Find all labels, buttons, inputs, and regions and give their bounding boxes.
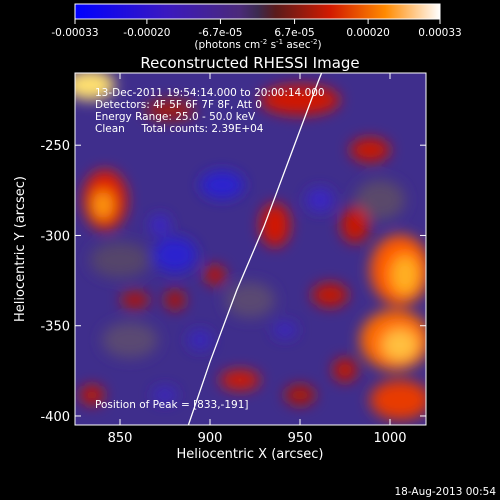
x-tick-label: 900 — [198, 431, 223, 446]
plot-timestamp: 18-Aug-2013 00:54 — [394, 486, 496, 498]
y-tick-label: -300 — [40, 229, 70, 244]
colorbar: -0.00033 -0.00020 -6.7e-05 6.7e-05 0.00020 0.… — [51, 3, 462, 51]
colorbar-gradient — [74, 3, 441, 20]
y-axis: -400 -350 -300 -250 — [40, 139, 426, 425]
observation-annotations: 13-Dec-2011 19:54:14.000 to 20:00:14.000… — [95, 87, 325, 135]
x-axis-label: Heliocentric X (arcsec) — [177, 447, 324, 462]
colorbar-tick-label: 6.7e-05 — [274, 27, 314, 39]
solar-limb-arc — [187, 73, 323, 425]
x-axis: 850 900 950 1000 — [108, 73, 407, 446]
annotation-line: Energy Range: 25.0 - 50.0 keV — [95, 111, 256, 123]
colorbar-units: (photons cm-2 s-1 asec-2) — [194, 38, 321, 51]
y-axis-label: Heliocentric Y (arcsec) — [13, 176, 28, 322]
annotation-line: Clean Total counts: 2.39E+04 — [95, 123, 264, 135]
colorbar-tick-label: -6.7e-05 — [198, 27, 242, 39]
colorbar-tick-label: 0.00033 — [418, 27, 461, 39]
y-tick-label: -350 — [40, 320, 70, 335]
x-tick-label: 850 — [108, 431, 133, 446]
colorbar-tick-label: -0.00020 — [123, 27, 170, 39]
colorbar-tick-label: -0.00033 — [51, 27, 98, 39]
annotation-line: 13-Dec-2011 19:54:14.000 to 20:00:14.000 — [95, 87, 325, 99]
chart-title: Reconstructed RHESSI Image — [140, 54, 359, 72]
peak-position-label: Position of Peak = [833,-191] — [95, 399, 249, 411]
x-tick-label: 1000 — [373, 431, 406, 446]
y-tick-label: -400 — [40, 410, 70, 425]
y-tick-label: -250 — [40, 139, 70, 154]
x-tick-label: 950 — [288, 431, 313, 446]
plot-frame — [74, 72, 427, 426]
colorbar-tick-label: 0.00020 — [346, 27, 389, 39]
heatmap-image — [75, 73, 426, 425]
annotation-line: Detectors: 4F 5F 6F 7F 8F, Att 0 — [95, 99, 262, 111]
colorbar-ticks: -0.00033 -0.00020 -6.7e-05 6.7e-05 0.00020 0.… — [51, 19, 462, 39]
